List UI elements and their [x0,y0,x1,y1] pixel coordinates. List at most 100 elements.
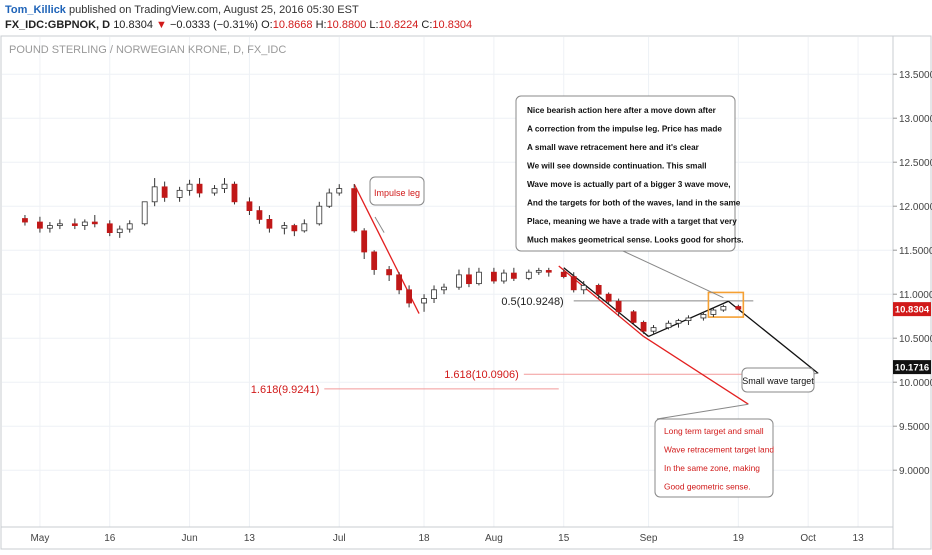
fib-levels: 0.5(10.9248) 1.618(10.0906) 1.618(9.9241) [251,296,754,396]
fib-label-05: 0.5(10.9248) [501,296,563,308]
candle-up [500,272,507,282]
open-value: 10.8668 [272,19,313,31]
callouts: Impulse leg Nice bearish action here afte… [369,95,819,498]
chart-area[interactable]: POUND STERLING / NORWEGIAN KRONE, D, FX_… [0,35,932,550]
long-term-callout-line: Long term target and small [664,426,764,436]
candle-down [406,289,412,304]
candle-up [81,221,88,226]
impulse-callout [369,176,425,206]
low-value: 10.8224 [378,19,419,31]
x-tick-label: 19 [733,533,745,544]
candle-up [316,205,323,225]
candle-down [396,274,403,291]
chart-title: POUND STERLING / NORWEGIAN KRONE, D, FX_… [9,44,286,56]
candle-up [211,188,218,194]
candle-down [570,276,577,291]
candle-down [351,188,358,232]
candle-down [605,293,612,302]
published-text: published on TradingView.com, August 25,… [69,4,359,16]
close-value: 10.8304 [432,19,473,31]
candle-up [221,183,228,189]
candle-down [466,274,472,285]
main-callout [515,95,736,252]
candle-up [116,228,123,234]
y-tick-label: 12.5000 [899,158,932,169]
candle-down [37,221,43,229]
candle-up [441,286,447,291]
price-labels: 10.8304 10.1716 [893,302,931,375]
y-tick-label: 13.0000 [899,114,932,125]
ohlc-line: FX_IDC:GBPNOK, D 10.8304 ▼ −0.0333 (−0.3… [5,19,472,31]
candle-up [580,284,587,291]
candle-down [246,201,253,212]
y-tick-label: 9.5000 [899,422,930,433]
candle-down [630,311,637,323]
x-tick-label: 15 [558,533,570,544]
candle-down [196,183,203,194]
candle-down [735,306,742,310]
candle-up [476,271,482,285]
candle-down [640,321,647,332]
main-callout-line: A correction from the impulse leg. Price… [527,125,722,134]
candle-up [675,320,682,324]
candle-down [71,223,78,226]
candle-down [510,272,517,279]
long-term-callout-line: Wave retracement target land [664,445,774,455]
price-change: −0.0333 (−0.31%) [169,19,259,31]
candle-down [371,251,378,270]
author-link[interactable]: Tom_Killick [5,4,66,16]
y-tick-label: 9.0000 [899,466,930,477]
candle-up [46,225,53,229]
candles [22,178,742,335]
candle-down [545,270,552,273]
small-target-callout-text: Small wave target [742,376,814,386]
candle-up [56,223,63,226]
candle-down [361,230,368,253]
candle-down [231,183,238,203]
fib-label-1618-large: 1.618(9.9241) [251,384,320,396]
candle-up [525,271,532,279]
last-price: 10.8304 [113,19,153,31]
price-label-bg [893,360,931,375]
candle-up [720,306,727,311]
price-chart[interactable]: POUND STERLING / NORWEGIAN KRONE, D, FX_… [0,35,932,550]
main-callout-line: Wave move is actually part of a bigger 3… [527,180,731,189]
publish-line: Tom_Killick published on TradingView.com… [5,4,359,16]
candle-down [386,269,393,276]
x-tick-label: 18 [418,533,430,544]
x-tick-label: Oct [800,533,816,544]
candle-up [301,223,308,232]
candle-down [22,218,28,223]
y-tick-label: 13.5000 [899,70,932,81]
candle-up [141,201,148,225]
time-axis[interactable]: May 16 Jun 13 Jul 18 Aug 15 Sep 19 Oct 13 [30,533,864,544]
main-callout-line: Much makes geometrical sense. Looks good… [527,236,744,245]
x-tick-label: May [30,533,49,544]
candle-up [685,317,692,321]
x-tick-label: Aug [485,533,503,544]
candle-up [126,223,133,230]
candle-down [161,186,168,198]
candle-down [560,271,567,277]
main-callout-line: We will see downside continuation. This … [527,162,707,171]
x-tick-label: Sep [640,533,658,544]
open-label: O: [261,19,273,31]
wave-a-black-line [563,267,649,337]
down-arrow-icon: ▼ [156,19,167,31]
small-target-callout [741,367,815,393]
candle-down [291,225,298,232]
candle-up [710,309,717,315]
fib-label-1618-small: 1.618(10.0906) [444,369,519,381]
candle-up [186,183,193,191]
main-callout-pointer [622,250,724,299]
high-label: H: [315,19,327,31]
long-term-callout-line: Good geometric sense. [664,482,751,492]
symbol-label[interactable]: FX_IDC:GBPNOK, D [5,19,111,31]
candle-up [336,188,343,194]
candle-down [91,221,98,225]
candle-up [151,186,158,203]
candle-up [456,274,462,288]
price-axis[interactable]: 13.5000 13.0000 12.5000 12.0000 11.5000 11.00… [893,70,932,477]
main-callout-line: Nice bearish action here after a move do… [527,106,717,115]
y-tick-label: 12.0000 [899,202,932,213]
